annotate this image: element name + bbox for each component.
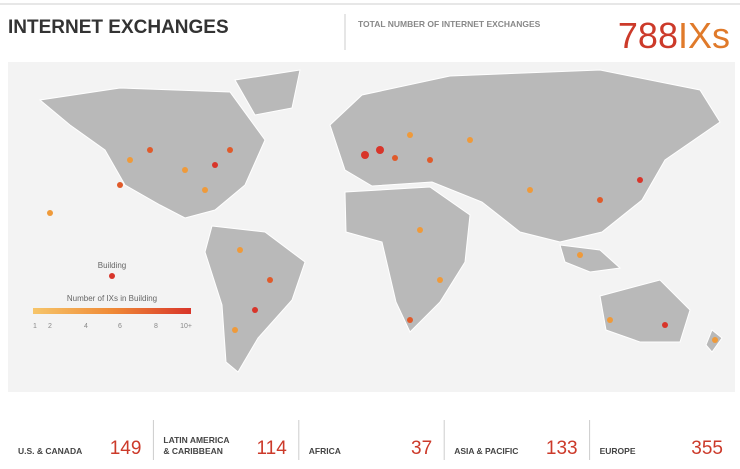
ix-dot [361,151,369,159]
ix-dots [47,132,718,343]
ix-dot [117,182,123,188]
total-label: TOTAL NUMBER OF INTERNET EXCHANGES [358,19,541,29]
ix-dot [467,137,473,143]
region-name: AFRICA [309,446,341,456]
region-count: 355 [691,438,723,459]
ix-dot [212,162,218,168]
legend-scale-label: 1 [33,323,37,330]
ix-dot [376,146,384,154]
region-count: 37 [411,438,432,459]
southeast-asia [559,244,622,273]
region-name: EUROPE [600,446,636,456]
title: INTERNET EXCHANGES [8,17,229,38]
ix-dot [227,147,233,153]
region-name: ASIA & PACIFIC [454,446,518,456]
total-value: 788 [618,15,678,56]
world-map [38,69,723,373]
legend-building: Building [98,261,126,270]
ix-dot [527,187,533,193]
legend-scale-label: 6 [118,323,122,330]
north-america [38,87,266,219]
legend-scale-label: 10+ [180,323,192,330]
ix-dot [407,132,413,138]
ix-dot [417,227,423,233]
ix-dot [637,177,643,183]
region-name: & CARIBBEAN [163,446,223,456]
region-count: 114 [257,438,288,459]
legend-scale-label: 4 [84,323,88,330]
eurasia [329,69,721,243]
ix-dot [147,147,153,153]
greenland [234,69,301,116]
ix-dot [662,322,668,328]
ix-dot [712,337,718,343]
ix-dot [47,210,53,216]
legend-scale-label: 8 [154,323,158,330]
legend-scale: 1 2 4 6 8 10+ [33,323,192,330]
legend-scale-label: 2 [48,323,52,330]
ix-dot [427,157,433,163]
ix-dot [252,307,258,313]
ix-dot [577,252,583,258]
legend-dot [109,273,115,279]
legend-gradient [33,308,191,314]
total-unit: IXs [678,15,730,56]
region-count: 133 [546,438,578,459]
ix-dot [607,317,613,323]
ix-dot [232,327,238,333]
legend-scale-title: Number of IXs in Building [67,294,157,303]
ix-dot [267,277,273,283]
ix-dot [237,247,243,253]
ix-dot [127,157,133,163]
region-count: 149 [110,438,142,459]
ix-dot [437,277,443,283]
ix-dot [407,317,413,323]
south-america [204,225,306,373]
ix-dot [392,155,398,161]
total: 788IXs [618,15,730,56]
africa [344,186,471,333]
ix-dot [202,187,208,193]
region-bar: U.S. & CANADA 149 LATIN AMERICA& CARIBBEAN… [18,420,723,460]
region-name: U.S. & CANADA [18,446,82,456]
ix-dot [597,197,603,203]
region-name: LATIN AMERICA [163,435,229,445]
ix-dot [182,167,188,173]
